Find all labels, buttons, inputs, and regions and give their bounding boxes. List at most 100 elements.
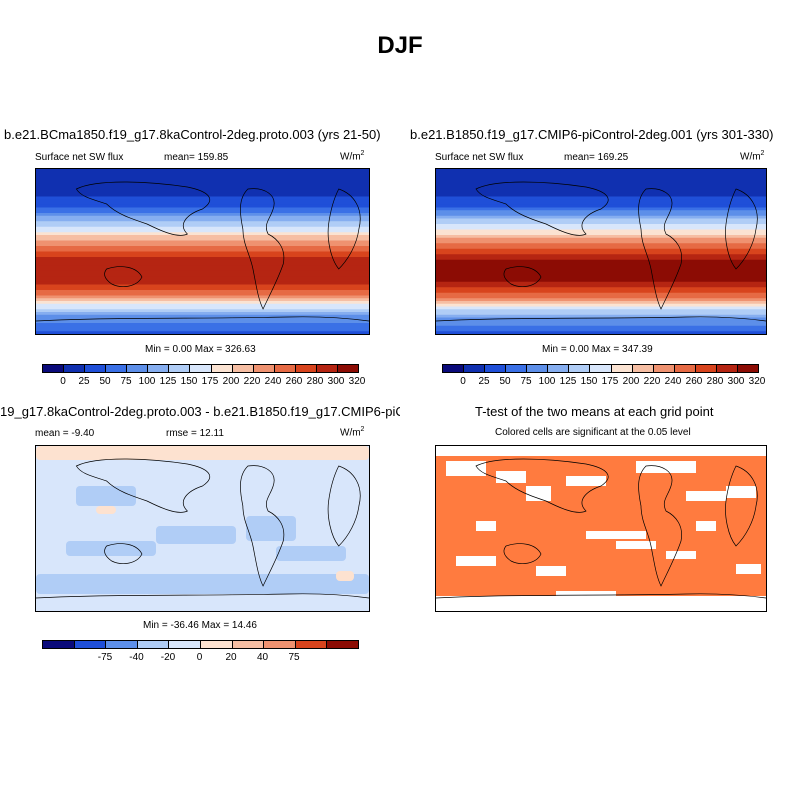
panel4-map-nonsignificant [476, 521, 496, 531]
panel2-map-band [436, 221, 766, 225]
panel3-map-coastline [36, 593, 369, 599]
panel3-map-patch [76, 486, 136, 506]
panel2-map-band [436, 276, 766, 280]
panel4-map-nonsignificant [666, 551, 696, 559]
panel1-colorbar-swatch [190, 365, 212, 372]
panel2-map-band [436, 182, 766, 187]
panel2-map-band [436, 224, 766, 228]
panel3-colorbar-swatch [327, 641, 358, 648]
panel2-map-band [436, 284, 766, 288]
panel3-map-field [36, 446, 369, 611]
panel2-colorbar-tick-label: 320 [748, 376, 766, 387]
panel1-map-band [36, 301, 369, 305]
panel2-map-band [436, 270, 766, 275]
panel2-map-band [436, 226, 766, 231]
panel1-map-band [36, 273, 369, 277]
panel2-map-band [436, 196, 766, 200]
panel2-map-band [436, 314, 766, 319]
panel1-map-band [36, 314, 369, 319]
panel1-map-band [36, 221, 369, 225]
panel2-map-band [436, 204, 766, 209]
panel2-map-band [436, 199, 766, 203]
panel2-colorbar-swatch [548, 365, 570, 372]
panel2-map-band [436, 325, 766, 330]
panel1-map [35, 168, 370, 335]
panel4-map [435, 445, 767, 612]
panel1-map-band [36, 320, 369, 324]
panel1-colorbar-swatch [274, 365, 296, 372]
panel1-map-band [36, 248, 369, 253]
panel3-units: W/m2 [340, 426, 365, 439]
panel2-map-band [436, 240, 766, 244]
panel1-map-band [36, 295, 369, 299]
panel1-map-band [36, 224, 369, 228]
panel1-map-band [36, 213, 369, 217]
panel3-colorbar-tick-label: 40 [256, 652, 269, 663]
panel1-colorbar-tick-label: 100 [138, 376, 156, 387]
panel1-colorbar-tick-label: 150 [180, 376, 198, 387]
panel1-map-band [36, 193, 369, 198]
panel3-colorbar-swatch [232, 641, 265, 648]
panel1-map-band [36, 226, 369, 231]
panel2-map-band [436, 290, 766, 294]
panel2-map-band [436, 171, 766, 176]
panel4-map-nonsignificant [536, 566, 566, 576]
panel1-map-coastline [240, 188, 285, 310]
panel2-colorbar-tick-label: 260 [685, 376, 703, 387]
panel2-map-band [436, 287, 766, 291]
panel1-colorbar-tick-label: 220 [243, 376, 261, 387]
panel2-colorbar-swatch [653, 365, 675, 372]
panel2-map-band [436, 229, 766, 233]
panel2-map-band [436, 215, 766, 220]
panel3-map-coastline [240, 465, 285, 587]
panel1-colorbar-tick-label: 240 [264, 376, 282, 387]
panel1-colorbar-tick-label: 280 [306, 376, 324, 387]
panel2-map-band [436, 218, 766, 222]
panel4-map-nonsignificant [446, 461, 486, 476]
panel1-map-band [36, 303, 369, 308]
panel1-colorbar-tick-label: 50 [99, 376, 111, 387]
panel1-map-band [36, 306, 369, 310]
panel2-map-band [436, 202, 766, 206]
panel2-map-band [436, 246, 766, 250]
panel3-colorbar-tick-label: 75 [288, 652, 300, 663]
panel2-colorbar-tick-label: 0 [460, 376, 466, 387]
panel2-map-band [436, 169, 766, 173]
panel3-colorbar-tick-label: 0 [196, 652, 203, 663]
panel3-colorbar-swatch [43, 641, 75, 648]
panel2-colorbar-swatch [590, 365, 612, 372]
panel3-minmax: Min = -36.46 Max = 14.46 [143, 620, 257, 631]
panel2-map-band [436, 273, 766, 277]
panel3-map-coastline [327, 465, 361, 547]
panel4-title: T-test of the two means at each grid poi… [475, 404, 714, 419]
panel1-colorbar-swatch [253, 365, 275, 372]
panel2-map-band [436, 317, 766, 321]
panel2-colorbar-swatch [632, 365, 654, 372]
panel1-colorbar-swatch [232, 365, 254, 372]
panel1-map-band [36, 180, 369, 184]
panel1-map-coastline [75, 181, 211, 236]
panel1-map-band [36, 191, 369, 195]
panel3-colorbar-swatch [74, 641, 107, 648]
panel4-map-nonsignificant [436, 446, 766, 456]
panel2-colorbar-tick-label: 150 [580, 376, 598, 387]
panel3-map-patch [156, 526, 236, 544]
panel1-map-band [36, 243, 369, 247]
panel1-colorbar-tick-label: 320 [348, 376, 366, 387]
panel1-map-band [36, 169, 369, 173]
panel2-map-band [436, 279, 766, 283]
panel1-map-band [36, 279, 369, 283]
panel3-colorbar-swatch [264, 641, 296, 648]
panel3-colorbar-tick-label: -40 [129, 652, 144, 663]
panel4-map-coastline [503, 543, 542, 564]
panel1-map-band [36, 328, 369, 332]
panel1-colorbar-swatch [211, 365, 233, 372]
panel2-colorbar-swatch [695, 365, 717, 372]
panel3-map-patch [336, 571, 354, 581]
panel2-minmax: Min = 0.00 Max = 347.39 [542, 344, 653, 355]
panel1-map-band [36, 287, 369, 291]
panel2-colorbar-swatch [716, 365, 738, 372]
panel2-map-coastline [638, 188, 682, 310]
panel2-map-band [436, 232, 766, 236]
panel1-minmax: Min = 0.00 Max = 326.63 [145, 344, 256, 355]
